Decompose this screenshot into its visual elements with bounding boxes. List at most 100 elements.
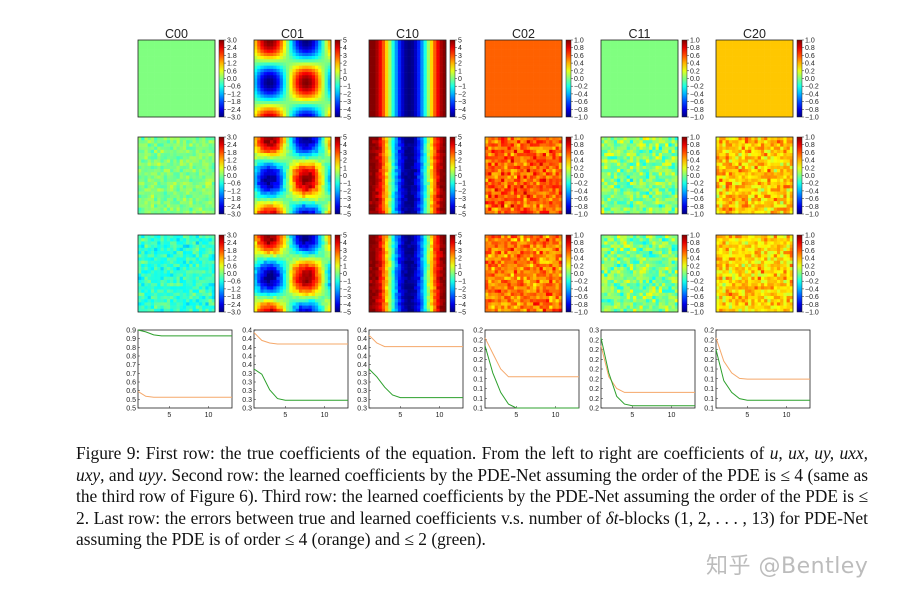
heatmap-cell (144, 56, 148, 60)
heatmap-cell (282, 204, 287, 208)
heatmap-cell (157, 188, 161, 192)
heatmap-cell (378, 49, 383, 54)
heatmap-cell (369, 140, 373, 144)
heatmap-cell (292, 46, 297, 50)
heatmap-frame (253, 234, 332, 313)
heatmap-cell (138, 260, 142, 265)
heatmap-cell (257, 107, 261, 111)
heatmap-c00-row3 (138, 235, 216, 313)
heatmap-cell (375, 62, 379, 66)
heatmap-cell (198, 302, 203, 306)
heatmap-cell (179, 104, 184, 108)
heatmap-cell (314, 159, 319, 163)
heatmap-cell (192, 302, 197, 306)
heatmap-cell (170, 140, 174, 144)
heatmap-cell (407, 201, 412, 205)
heatmap-cell (273, 43, 277, 47)
heatmap-cell (186, 267, 190, 271)
heatmap-cell (144, 110, 148, 115)
heatmap-cell (314, 185, 319, 189)
heatmap-cell (397, 137, 402, 141)
heatmap-cell (263, 302, 268, 306)
heatmap-cell (176, 286, 181, 290)
heatmap-cell (442, 197, 447, 202)
heatmap-cell (182, 104, 187, 108)
heatmap-cell (401, 235, 405, 239)
heatmap-c00-row2 (138, 137, 216, 215)
heatmap-cell (324, 241, 329, 245)
heatmap-cell (138, 149, 142, 154)
heatmap-cell (308, 238, 313, 242)
heatmap-cell (141, 143, 145, 147)
heatmap-cell (257, 201, 261, 205)
heatmap-cell (170, 283, 174, 287)
heatmap-cell (327, 289, 332, 294)
heatmap-cell (202, 181, 206, 186)
heatmap-cell (401, 181, 405, 186)
heatmap-cell (208, 149, 213, 154)
heatmap-cell (292, 244, 297, 249)
heatmap-cell (381, 175, 386, 180)
heatmap-cell (257, 72, 261, 76)
heatmap-cell (292, 191, 297, 196)
heatmap-cell (369, 172, 373, 176)
heatmap-cell (305, 40, 309, 44)
heatmap-cell (302, 299, 306, 303)
heatmap-cell (292, 283, 297, 287)
heatmap-cell (417, 165, 421, 170)
colorbar-tick-label: 4 (458, 142, 462, 149)
heatmap-cell (273, 46, 277, 50)
heatmap-cell (433, 49, 437, 54)
heatmap-cell (170, 143, 174, 147)
heatmap-cell (407, 62, 412, 66)
heatmap-cell (282, 260, 287, 265)
heatmap-cell (189, 257, 193, 261)
heatmap-cell (138, 178, 142, 183)
heatmap-cell (257, 156, 261, 160)
heatmap-cell (144, 107, 148, 111)
heatmap-cell (170, 81, 174, 86)
heatmap-cell (279, 88, 284, 92)
heatmap-cell (289, 270, 293, 274)
heatmap-cell (211, 247, 216, 252)
heatmap-cell (308, 169, 313, 173)
heatmap-cell (266, 84, 271, 89)
heatmap-cell (186, 49, 190, 54)
heatmap-cell (375, 169, 379, 173)
heatmap-cell (260, 263, 264, 268)
heatmap-cell (192, 65, 197, 70)
heatmap-cell (195, 238, 200, 242)
heatmap-cell (407, 88, 412, 92)
heatmap-cell (279, 172, 284, 176)
heatmap-cell (160, 91, 164, 95)
heatmap-cell (321, 75, 325, 79)
heatmap-cell (423, 201, 428, 205)
heatmap-cell (266, 62, 271, 66)
heatmap-cell (282, 251, 287, 255)
heatmap-cell (295, 40, 300, 44)
heatmap-cell (260, 251, 264, 255)
heatmap-cell (205, 175, 209, 180)
heatmap-cell (263, 153, 268, 157)
heatmap-cell (423, 153, 428, 157)
heatmap-cell (257, 159, 261, 163)
heatmap-cell (257, 94, 261, 99)
heatmap-cell (173, 149, 177, 154)
heatmap-cell (198, 188, 203, 192)
heatmap-cell (439, 40, 444, 44)
colorbar-tick-label: 1 (343, 165, 347, 172)
heatmap-cell (429, 181, 434, 186)
heatmap-cell (144, 188, 148, 192)
heatmap-cell (144, 153, 148, 157)
heatmap-cell (270, 56, 274, 60)
heatmap-cell (266, 49, 271, 54)
heatmap-cell (436, 165, 440, 170)
heatmap-cell (270, 191, 274, 196)
heatmap-cell (401, 156, 405, 160)
heatmap-cell (397, 201, 402, 205)
heatmap-cell (394, 162, 399, 167)
colorbar-tick-label: 3 (343, 53, 347, 60)
heatmap-cell (160, 143, 164, 147)
heatmap-cell (420, 247, 424, 252)
heatmap-cell (189, 197, 193, 202)
